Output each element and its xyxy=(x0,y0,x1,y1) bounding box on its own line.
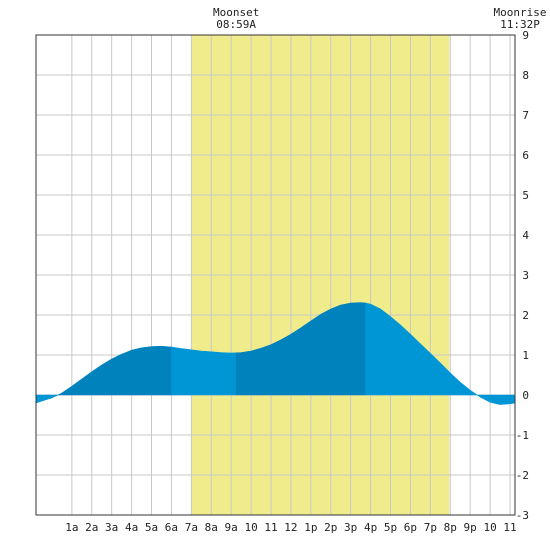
tide-area-segment xyxy=(235,302,366,396)
x-tick-label: 4p xyxy=(364,521,377,534)
x-tick-label: 9p xyxy=(464,521,477,534)
x-tick-label: 3a xyxy=(105,521,118,534)
y-tick-label: 3 xyxy=(522,269,529,282)
y-tick-label: -2 xyxy=(516,469,529,482)
tide-area-segment xyxy=(55,345,172,397)
x-tick-label: 11 xyxy=(503,521,516,534)
x-tick-label: 2a xyxy=(85,521,98,534)
moon-annotation-text: 08:59A xyxy=(216,18,256,31)
x-tick-label: 1p xyxy=(304,521,317,534)
x-tick-labels: 1a 2a 3a 4a 5a 6a 7a 8a 9a 10 11 12 1p 2p 3p 4p 5p 6p 7p 8p… xyxy=(65,521,516,534)
tide-area-layer xyxy=(35,302,516,405)
x-tick-label: 12 xyxy=(284,521,297,534)
y-tick-label: 4 xyxy=(522,229,529,242)
y-tick-label: 7 xyxy=(522,109,529,122)
x-tick-label: 5a xyxy=(145,521,158,534)
x-tick-label: 6a xyxy=(165,521,178,534)
x-tick-label: 5p xyxy=(384,521,397,534)
x-tick-label: 1a xyxy=(65,521,78,534)
x-tick-label: 4a xyxy=(125,521,138,534)
x-tick-label: 6p xyxy=(404,521,417,534)
x-tick-label: 10 xyxy=(483,521,496,534)
x-tick-label: 8p xyxy=(444,521,457,534)
y-tick-labels: -3 -2 -1 0 1 2 3 4 5 6 7 8 9 xyxy=(516,29,530,522)
plot-frame xyxy=(35,34,516,516)
tide-area-segment xyxy=(171,346,237,396)
y-tick-label: 6 xyxy=(522,149,529,162)
y-tick-label: -1 xyxy=(516,429,529,442)
tide-area-segment xyxy=(365,302,516,405)
moon-annotation-text: 11:32P xyxy=(500,18,540,31)
x-tick-label: 9a xyxy=(225,521,238,534)
y-tick-label: -3 xyxy=(516,509,529,522)
y-tick-label: 5 xyxy=(522,189,529,202)
y-tick-label: 1 xyxy=(522,349,529,362)
y-tick-label: 0 xyxy=(522,389,529,402)
x-tick-label: 7a xyxy=(185,521,198,534)
y-tick-label: 2 xyxy=(522,309,529,322)
y-tick-label: 8 xyxy=(522,69,529,82)
moon-annotation-text: Moonset xyxy=(213,6,259,19)
y-tick-label: 9 xyxy=(522,29,529,42)
x-tick-label: 8a xyxy=(205,521,218,534)
x-tick-label: 3p xyxy=(344,521,357,534)
grid-layer xyxy=(36,34,515,516)
x-tick-label: 2p xyxy=(324,521,337,534)
moon-annotation-text: Moonrise xyxy=(493,6,546,19)
x-tick-label: 7p xyxy=(424,521,437,534)
x-tick-label: 11 xyxy=(264,521,277,534)
x-tick-label: 10 xyxy=(244,521,257,534)
